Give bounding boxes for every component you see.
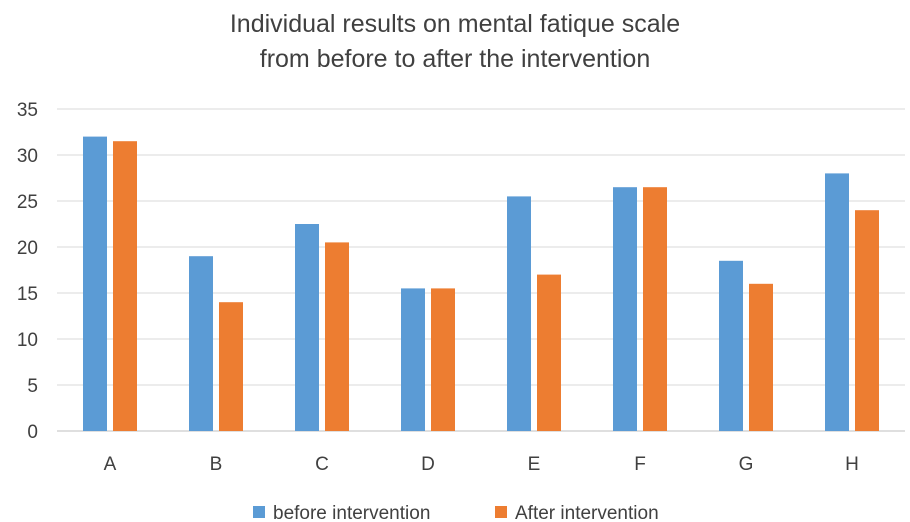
y-tick-label: 20 xyxy=(17,238,38,259)
legend: before intervention After intervention xyxy=(253,503,659,522)
y-tick-label: 10 xyxy=(17,330,38,351)
y-tick-label: 25 xyxy=(17,192,38,213)
gridlines xyxy=(57,108,905,432)
chart-title-line-1: Individual results on mental fatique sca… xyxy=(230,10,680,38)
bar-before-d xyxy=(401,288,425,431)
bar-after-e xyxy=(537,274,561,431)
x-tick-label: A xyxy=(104,454,117,475)
bar-before-f xyxy=(613,187,637,431)
bar-after-c xyxy=(325,242,349,431)
x-tick-label: D xyxy=(421,454,435,475)
bar-before-e xyxy=(507,196,531,431)
y-tick-label: 0 xyxy=(27,422,38,443)
y-tick-label: 30 xyxy=(17,146,38,167)
x-tick-label: H xyxy=(845,454,859,475)
y-tick-label: 35 xyxy=(17,100,38,121)
chart-title-line-2: from before to after the intervention xyxy=(260,45,651,73)
x-tick-label: G xyxy=(739,454,754,475)
bar-after-h xyxy=(855,210,879,431)
y-tick-label: 15 xyxy=(17,284,38,305)
bar-before-b xyxy=(189,256,213,431)
y-axis-tick-labels: 0 5 10 15 20 25 30 35 xyxy=(17,100,38,443)
bar-after-d xyxy=(431,288,455,431)
legend-label-before: before intervention xyxy=(273,503,430,522)
bar-after-b xyxy=(219,302,243,431)
bar-after-f xyxy=(643,187,667,431)
bar-before-a xyxy=(83,136,107,431)
x-tick-label: C xyxy=(315,454,329,475)
bar-before-h xyxy=(825,173,849,431)
x-tick-label: F xyxy=(634,454,646,475)
legend-label-after: After intervention xyxy=(515,503,659,522)
y-tick-label: 5 xyxy=(27,376,38,397)
x-axis-tick-labels: A B C D E F G H xyxy=(104,454,859,475)
bar-before-c xyxy=(295,224,319,431)
legend-swatch-before xyxy=(253,506,265,518)
bar-after-a xyxy=(113,141,137,431)
bar-before-g xyxy=(719,260,743,431)
legend-swatch-after xyxy=(495,506,507,518)
x-tick-label: E xyxy=(528,454,541,475)
bars xyxy=(83,136,879,431)
x-tick-label: B xyxy=(210,454,223,475)
bar-after-g xyxy=(749,283,773,431)
